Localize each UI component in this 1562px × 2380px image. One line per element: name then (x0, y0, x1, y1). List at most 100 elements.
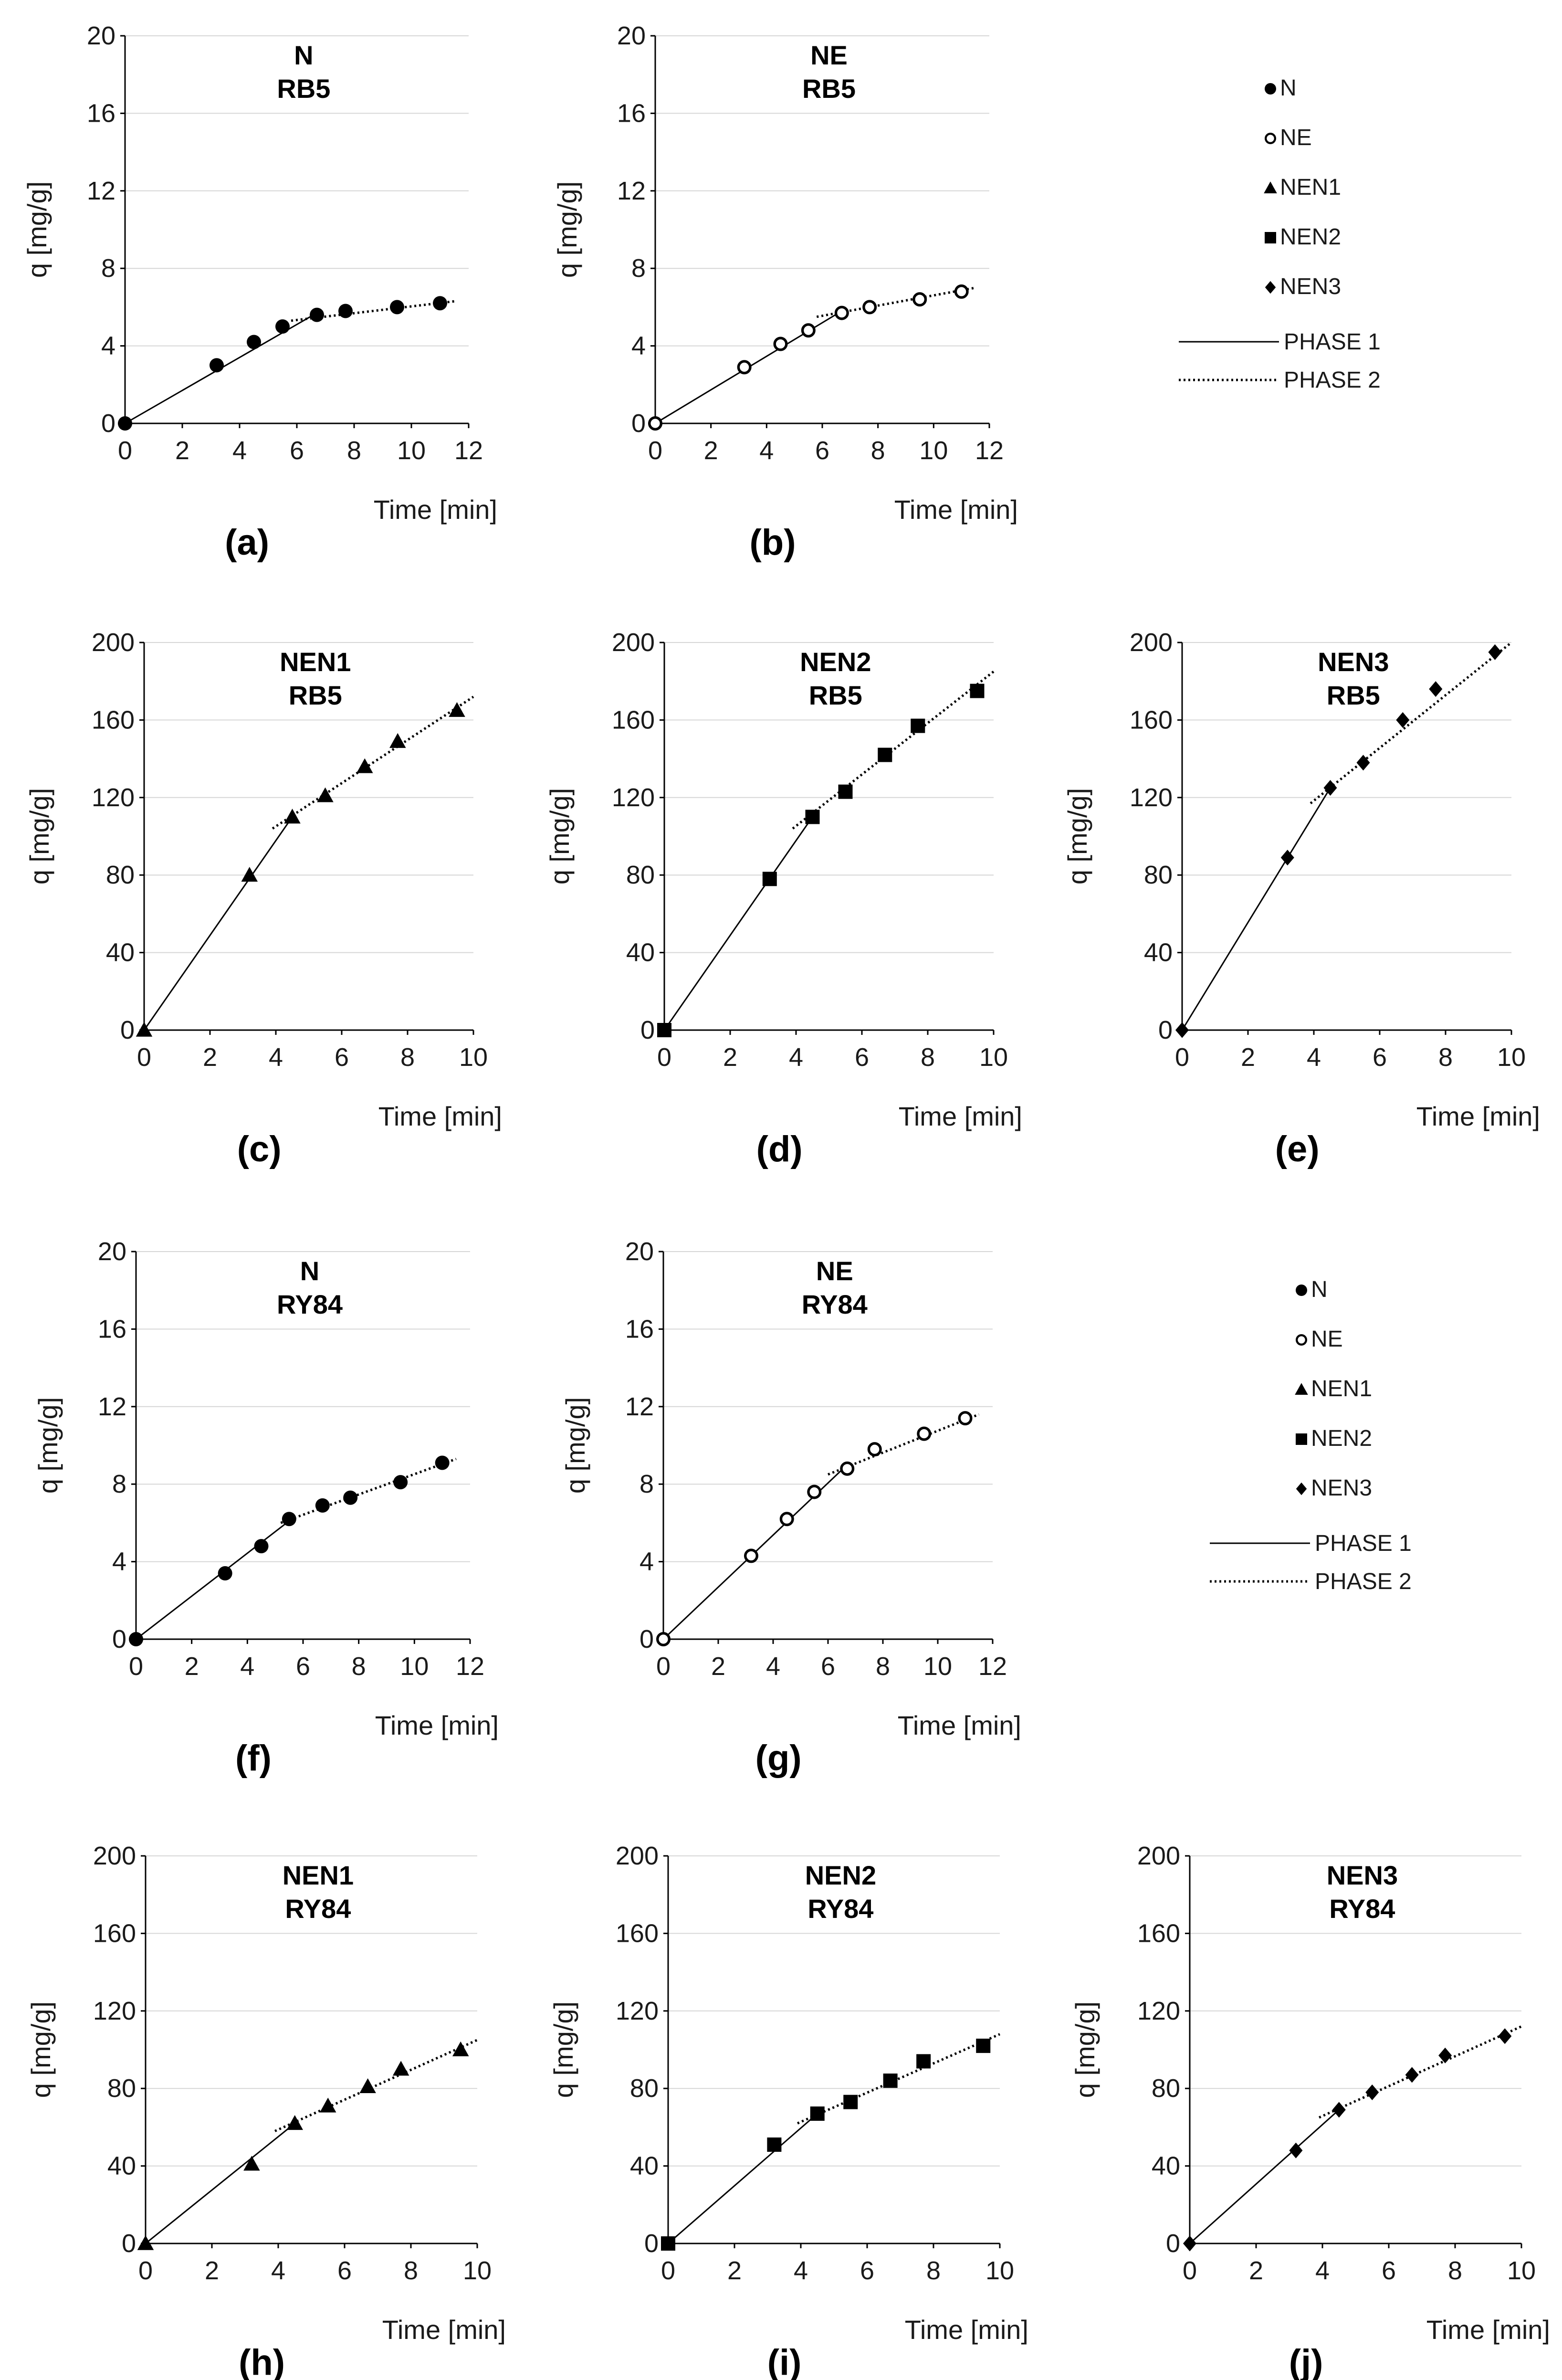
y-tick-label: 16 (625, 1315, 654, 1343)
data-point (317, 787, 334, 802)
y-tick-label: 40 (1144, 938, 1173, 967)
x-tick-label: 10 (463, 2256, 492, 2285)
legend-label: N (1280, 75, 1297, 101)
data-point (1488, 644, 1502, 660)
y-tick-label: 40 (1152, 2152, 1180, 2180)
legend-bottom: N NE NEN1 NEN2 NEN3 PHASE 1 PHASE 2 (1210, 1277, 1412, 1594)
y-tick-label: 40 (106, 938, 135, 967)
panel-title-line: NEN3 (1318, 647, 1389, 677)
x-tick-label: 4 (766, 1652, 780, 1681)
y-tick-label: 160 (616, 1919, 659, 1948)
phase1-line (143, 816, 293, 1031)
y-tick-label: 20 (617, 21, 646, 50)
y-axis-title: q [mg/g] (26, 2001, 56, 2098)
data-point (801, 323, 816, 338)
panel-title-line: RB5 (289, 680, 342, 710)
y-tick-label: 8 (112, 1470, 126, 1498)
panel-title-line: RB5 (809, 680, 862, 710)
x-tick-label: 6 (821, 1652, 835, 1681)
x-tick-label: 6 (1373, 1043, 1387, 1072)
x-tick-label: 4 (789, 1043, 803, 1072)
panel-letter: (i) (767, 2342, 802, 2380)
x-tick-label: 2 (727, 2256, 742, 2285)
x-tick-label: 0 (129, 1652, 143, 1681)
data-point (838, 784, 853, 799)
x-tick-label: 0 (137, 1043, 151, 1072)
x-tick-label: 10 (400, 1652, 429, 1681)
legend-marker (1295, 1334, 1307, 1346)
data-point (1175, 1022, 1189, 1038)
data-point (315, 1498, 330, 1513)
y-tick-label: 4 (101, 332, 115, 360)
data-point (449, 702, 465, 717)
panel-title-line: RB5 (1327, 680, 1380, 710)
legend-marker (1264, 133, 1276, 145)
data-point (320, 2097, 336, 2113)
x-tick-label: 6 (1382, 2256, 1396, 2285)
y-tick-label: 8 (631, 254, 646, 283)
y-axis-title: q [mg/g] (548, 2001, 578, 2098)
legend-line-label: PHASE 1 (1315, 1531, 1412, 1556)
y-tick-label: 4 (112, 1548, 126, 1576)
data-point (737, 360, 752, 375)
data-point (661, 2236, 675, 2251)
y-tick-label: 20 (625, 1237, 654, 1266)
y-tick-label: 160 (93, 1919, 136, 1948)
chart-panel-d: 0 40 80 120 160 200 0 2 4 6 8 10 Time [min] q [mg/g] N… (545, 628, 1022, 1169)
panel-title-line: N (300, 1256, 319, 1286)
x-tick-label: 0 (648, 436, 662, 465)
data-point (118, 416, 132, 431)
x-tick-label: 0 (656, 1652, 671, 1681)
y-tick-label: 4 (639, 1548, 654, 1576)
data-point (452, 2041, 469, 2056)
x-axis-title: Time [min] (905, 2315, 1028, 2345)
data-point (970, 684, 985, 698)
panel-title-line: N (294, 40, 313, 70)
x-tick-label: 4 (271, 2256, 285, 2285)
data-point (129, 1632, 143, 1646)
legend-marker (1264, 181, 1277, 194)
data-point (1429, 681, 1443, 697)
y-tick-label: 20 (98, 1237, 126, 1266)
y-tick-label: 160 (612, 706, 655, 734)
data-point (805, 810, 820, 824)
data-point (911, 718, 925, 733)
x-tick-label: 12 (978, 1652, 1007, 1681)
data-point (657, 1023, 671, 1037)
x-tick-label: 0 (138, 2256, 153, 2285)
phase2-line (797, 2033, 1001, 2125)
chart-panel-h: 0 40 80 120 160 200 0 2 4 6 8 10 Time [min] q [mg/g] N… (26, 1842, 506, 2380)
data-point (1365, 2084, 1379, 2100)
x-tick-label: 10 (979, 1043, 1008, 1072)
panel-title-line: NE (816, 1256, 853, 1286)
y-tick-label: 120 (1130, 783, 1173, 812)
panel-title-line: NEN2 (805, 1860, 876, 1890)
x-axis-title: Time [min] (898, 1710, 1021, 1740)
data-point (435, 1455, 450, 1470)
phase1-line (145, 2123, 295, 2244)
y-axis-title: q [mg/g] (552, 181, 582, 278)
y-tick-label: 200 (92, 628, 135, 657)
chart-panel-c: 0 40 80 120 160 200 0 2 4 6 8 10 Time [min] q [mg/g] N… (24, 628, 502, 1169)
legend-label: NEN1 (1280, 175, 1341, 200)
x-tick-label: 4 (232, 436, 247, 465)
legend-label: NEN3 (1311, 1475, 1372, 1501)
data-point (137, 2235, 154, 2250)
data-point (433, 296, 447, 311)
phase1-line (1181, 787, 1331, 1031)
panel-title-line: RY84 (807, 1894, 873, 1924)
x-tick-label: 6 (860, 2256, 874, 2285)
data-point (767, 2137, 782, 2152)
y-tick-label: 16 (98, 1315, 126, 1343)
data-point (359, 2078, 376, 2093)
data-point (210, 358, 224, 373)
x-tick-label: 8 (400, 1043, 415, 1072)
y-tick-label: 0 (112, 1625, 126, 1653)
panel-letter: (c) (237, 1129, 282, 1169)
y-tick-label: 0 (1166, 2229, 1180, 2258)
x-tick-label: 12 (456, 1652, 484, 1681)
phase2-line (1319, 2025, 1522, 2119)
data-point (916, 2054, 931, 2069)
x-tick-label: 8 (926, 2256, 941, 2285)
data-point (243, 2156, 260, 2171)
